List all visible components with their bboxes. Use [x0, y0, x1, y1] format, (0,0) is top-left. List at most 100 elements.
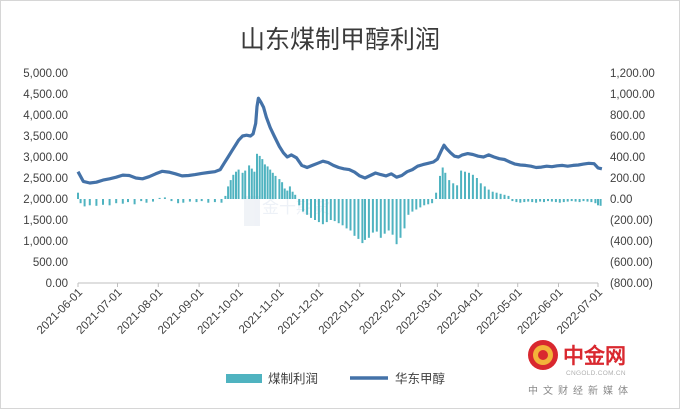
brand-site: CNGOLD.COM.CN: [566, 370, 626, 377]
bar-125: [586, 199, 589, 202]
bar-117: [554, 199, 557, 203]
bar-108: [519, 199, 522, 203]
bar-13: [152, 199, 154, 202]
legend-label-line: 华东甲醇: [395, 371, 445, 386]
bar-79: [407, 199, 410, 215]
bar-19: [188, 199, 191, 202]
bar-2: [83, 199, 86, 207]
left-tick-label: 500.00: [33, 257, 68, 269]
bar-87: [439, 175, 441, 199]
watermark-text: 金十期货: [262, 198, 330, 218]
right-tick-label: 1,200.00: [610, 68, 655, 80]
brand-coin-center: [538, 350, 548, 360]
bar-60: [333, 199, 336, 222]
bar-29: [235, 171, 237, 199]
bar-63: [345, 199, 348, 229]
bar-105: [507, 195, 510, 199]
bar-15: [163, 197, 166, 199]
line-series: [76, 96, 603, 185]
bar-94: [464, 171, 466, 199]
bar-5: [102, 199, 104, 205]
left-tick-label: 1,500.00: [23, 215, 68, 227]
bar-89: [444, 172, 447, 200]
bar-31: [241, 172, 244, 200]
bar-76: [395, 199, 398, 245]
left-axis: 0.00 500.00 1,000.00 1,500.00 2,000.00 2,500.…: [23, 68, 68, 290]
bar-107: [515, 199, 518, 203]
bar-65: [353, 199, 356, 236]
bar-110: [527, 199, 530, 202]
bar-122: [574, 199, 577, 202]
bar-27: [229, 180, 232, 199]
bar-16: [170, 199, 173, 202]
legend-label-bar: 煤制利润: [268, 371, 318, 386]
bar-118: [558, 199, 561, 203]
bar-96: [471, 174, 474, 199]
chart-title: 山东煤制甲醇利润: [240, 25, 440, 54]
bar-104: [503, 194, 506, 199]
bar-112: [535, 199, 538, 203]
bar-129: [599, 199, 602, 206]
bar-100: [487, 189, 490, 199]
bar-20: [195, 199, 198, 203]
bar-119: [562, 199, 565, 203]
bar-0: [77, 192, 79, 199]
right-tick-label: 200.00: [610, 173, 645, 185]
bar-91: [452, 183, 455, 200]
bar-57: [321, 199, 324, 225]
bar-59: [329, 199, 332, 220]
bar-97: [475, 178, 478, 199]
bar-49: [291, 191, 294, 199]
bar-23: [213, 199, 216, 203]
bar-42: [271, 172, 274, 200]
bar-40: [266, 166, 269, 199]
bar-21: [200, 199, 203, 202]
bar-120: [566, 199, 569, 202]
bar-44: [278, 179, 281, 199]
bar-24: [220, 199, 223, 203]
bar-106: [511, 199, 514, 202]
bar-82: [419, 199, 422, 208]
bars-layer: [77, 153, 602, 245]
bar-113: [539, 199, 542, 202]
bar-26: [227, 186, 230, 199]
watermark: 金十期货: [244, 196, 330, 226]
bar-45: [281, 182, 284, 199]
bar-127: [594, 199, 597, 204]
bar-70: [371, 199, 374, 233]
bar-115: [547, 199, 549, 202]
bar-74: [387, 199, 390, 231]
bar-36: [256, 153, 258, 199]
bar-90: [448, 180, 451, 199]
left-tick-label: 2,500.00: [23, 173, 68, 185]
bar-64: [349, 199, 352, 231]
right-tick-label: 600.00: [610, 131, 645, 143]
bar-12: [145, 199, 148, 203]
bar-6: [108, 199, 111, 206]
bar-47: [286, 190, 289, 199]
bar-46: [283, 188, 286, 199]
bar-101: [491, 191, 494, 199]
bar-86: [435, 192, 438, 199]
left-tick-label: 3,500.00: [23, 131, 68, 143]
legend-swatch-bar: [226, 374, 262, 383]
bar-128: [597, 199, 599, 206]
bar-7: [115, 199, 118, 204]
bar-39: [263, 164, 266, 199]
bar-85: [431, 199, 434, 204]
bar-53: [306, 199, 309, 215]
left-tick-label: 4,000.00: [23, 110, 68, 122]
bar-81: [415, 199, 418, 210]
bar-51: [298, 199, 301, 206]
bar-22: [207, 199, 210, 203]
bar-4: [95, 199, 98, 206]
legend: 煤制利润 华东甲醇: [226, 371, 445, 386]
left-tick-label: 4,500.00: [23, 89, 68, 101]
bar-50: [294, 194, 297, 199]
bar-3: [88, 199, 91, 206]
bar-43: [274, 175, 277, 199]
bar-88: [441, 167, 444, 199]
bar-124: [582, 199, 585, 202]
brand-logo: 中金网 CNGOLD.COM.CN 中文财经新媒体: [528, 340, 628, 397]
bar-33: [248, 165, 251, 199]
